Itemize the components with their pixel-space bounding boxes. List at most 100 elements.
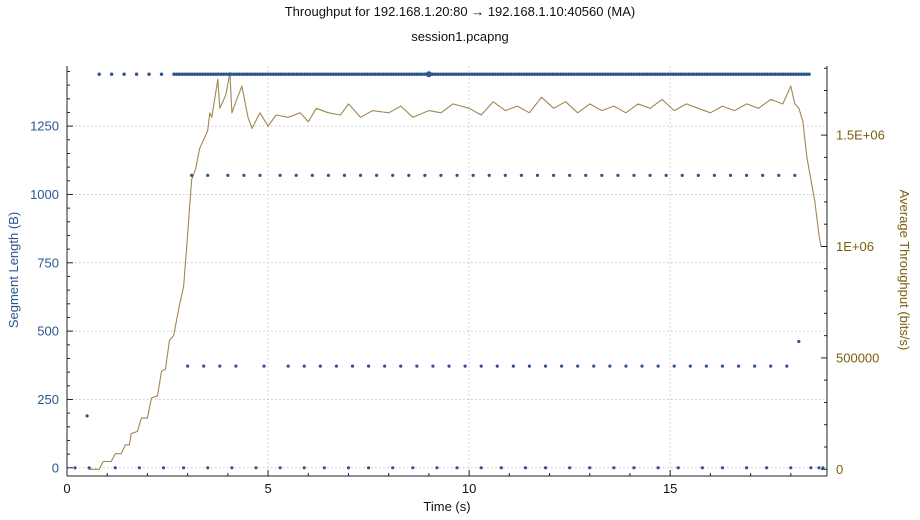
segment-point	[569, 72, 573, 76]
segment-point	[791, 72, 796, 76]
y-right-tick-label: 500000	[836, 350, 879, 365]
segment-point	[640, 364, 644, 368]
segment-point	[551, 173, 556, 177]
segment-point	[608, 364, 612, 368]
segment-point	[423, 72, 427, 76]
segment-point	[768, 72, 772, 76]
segment-point	[375, 173, 379, 177]
segment-point	[687, 72, 691, 76]
segment-point	[786, 72, 790, 76]
segment-point	[543, 72, 547, 76]
segment-point	[391, 173, 395, 177]
segment-point	[637, 72, 641, 76]
segment-point	[700, 72, 704, 76]
segment-point	[391, 466, 395, 470]
segment-point	[765, 466, 769, 470]
segment-point	[186, 364, 190, 368]
segment-point	[519, 173, 523, 177]
segment-point	[206, 173, 210, 177]
segment-point	[431, 364, 435, 368]
segment-point	[237, 72, 242, 76]
segment-point	[785, 364, 789, 368]
segment-point	[302, 72, 307, 76]
segment-point	[715, 72, 720, 76]
segment-point	[697, 72, 702, 76]
segment-point	[671, 72, 675, 76]
segment-point	[679, 72, 683, 76]
segment-point	[726, 72, 730, 76]
y-right-tick-label: 0	[836, 462, 843, 477]
x-tick-label: 15	[663, 481, 677, 496]
segment-point	[718, 72, 722, 76]
segment-point	[496, 72, 500, 76]
segment-point	[757, 72, 762, 76]
segment-point	[323, 72, 328, 76]
segment-point	[566, 72, 571, 76]
segment-point	[653, 72, 657, 76]
segment-point	[661, 72, 665, 76]
segment-point	[506, 72, 511, 76]
segment-point	[407, 72, 411, 76]
segment-point	[316, 72, 320, 76]
segment-point	[681, 72, 686, 76]
segment-point	[226, 173, 230, 177]
segment-point	[668, 72, 673, 76]
segment-point	[227, 72, 231, 76]
segment-point	[499, 466, 503, 470]
segment-point	[689, 72, 694, 76]
segment-point	[613, 72, 618, 76]
segment-point	[744, 72, 749, 76]
segment-point	[642, 72, 647, 76]
segment-point	[240, 72, 244, 76]
segment-point	[242, 173, 246, 177]
segment-point	[593, 72, 597, 76]
segment-point	[658, 72, 662, 76]
segment-point	[234, 72, 239, 76]
segment-point	[423, 173, 427, 177]
segment-point	[363, 72, 367, 76]
segment-point	[352, 72, 357, 76]
segment-point	[329, 72, 333, 76]
segment-point	[190, 72, 194, 76]
segment-point	[522, 72, 526, 76]
segment-point	[441, 72, 445, 76]
segment-point	[177, 72, 181, 76]
segment-point	[331, 72, 336, 76]
segment-point	[616, 173, 620, 177]
segment-point	[410, 72, 414, 76]
segment-point	[672, 364, 676, 368]
segment-point	[467, 72, 472, 76]
segment-point	[294, 173, 298, 177]
segment-point	[368, 72, 372, 76]
segment-point	[262, 364, 266, 368]
segment-point	[511, 364, 515, 368]
segment-point	[568, 466, 572, 470]
segment-point	[357, 72, 362, 76]
segment-point	[446, 72, 451, 76]
segment-point	[258, 173, 262, 177]
segment-point	[342, 72, 346, 76]
segment-point	[472, 72, 477, 76]
segment-point	[491, 72, 495, 76]
segment-point	[185, 72, 189, 76]
segment-point	[804, 72, 809, 76]
segment-point	[656, 466, 660, 470]
segment-point	[532, 72, 537, 76]
segment-point	[535, 72, 539, 76]
throughput-series	[89, 72, 822, 470]
segment-point	[704, 364, 708, 368]
segment-point	[624, 72, 628, 76]
segment-point	[172, 72, 176, 76]
segment-point	[358, 173, 363, 177]
segment-point	[765, 72, 769, 76]
segment-point	[723, 72, 728, 76]
segment-point	[794, 72, 798, 76]
segment-point	[587, 72, 592, 76]
segment-point	[501, 72, 505, 76]
segment-point	[318, 364, 322, 368]
segment-point	[713, 72, 717, 76]
segment-point	[753, 364, 757, 368]
segment-point	[773, 72, 777, 76]
segment-point	[752, 72, 756, 76]
segment-point	[360, 72, 364, 76]
